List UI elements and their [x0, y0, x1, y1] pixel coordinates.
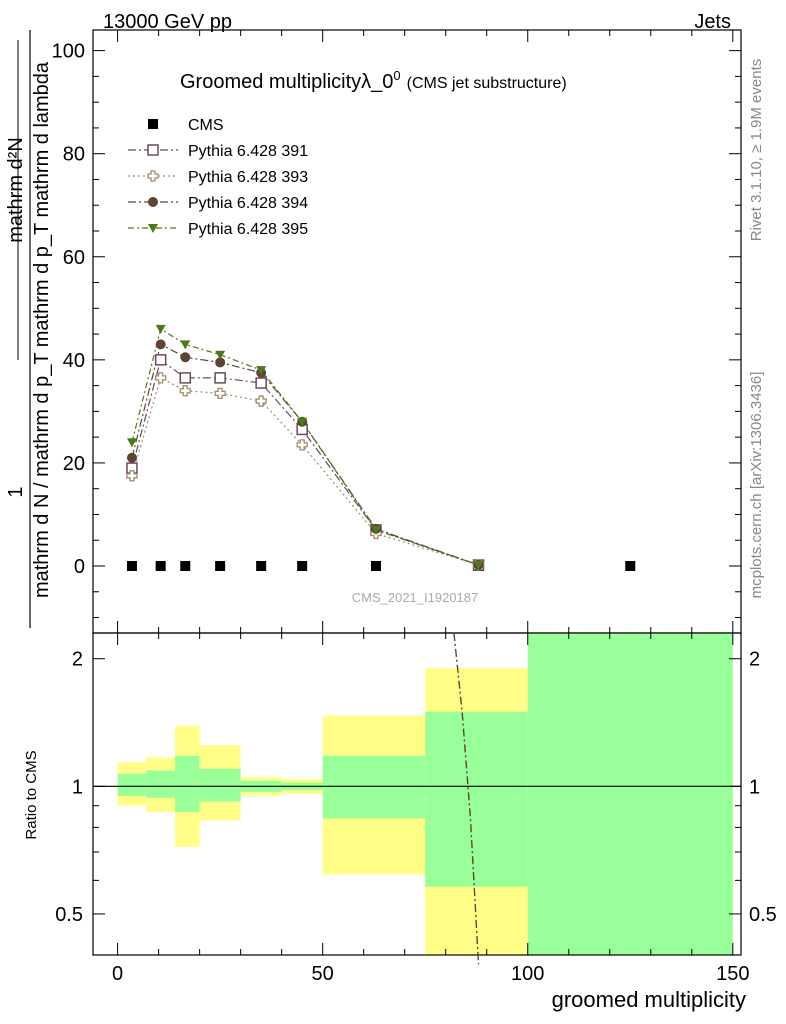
- series-3-point: [126, 452, 137, 463]
- ratio-curve: [453, 632, 480, 965]
- green-band: [425, 711, 528, 887]
- series-4-point: [155, 324, 166, 334]
- x-tick-label: 50: [312, 963, 334, 985]
- legend-label: Pythia 6.428 395: [188, 221, 308, 238]
- upper-y-ticks: 0 20 40 60 80 100: [52, 30, 741, 633]
- chart-subtitle: (CMS jet substructure): [407, 75, 567, 92]
- y-label-numerator: mathrm d²N: [5, 137, 27, 243]
- ratio-y-tick-label-right: 0.5: [749, 904, 777, 926]
- rivet-label: Rivet 3.1.10, ≥ 1.9M events: [748, 59, 765, 242]
- series-0-point: [215, 561, 226, 571]
- chart-title-sup: 0: [393, 68, 400, 83]
- series-2-point: [155, 372, 167, 384]
- y-label-one: 1: [5, 486, 27, 497]
- y-label-denominator: mathrm d N / mathrm d p_T mathrm d p_T m…: [31, 61, 53, 598]
- series-0-point: [180, 561, 191, 571]
- x-tick-label: 0: [112, 963, 123, 985]
- series-2-point: [179, 385, 191, 397]
- series-1-point: [255, 377, 267, 389]
- series-2-point: [214, 387, 226, 399]
- y-tick-label: 60: [63, 247, 85, 269]
- series-4-point: [215, 350, 226, 360]
- green-band: [322, 755, 426, 819]
- lower-ticks: 0.5 0.5 1 1 2 2 0 50 100 150: [55, 633, 777, 985]
- y-tick-label: 80: [63, 144, 85, 166]
- legend: CMS Pythia 6.428 391 Pythia 6.428 393 Pythi…: [128, 117, 308, 238]
- series-2-point: [126, 470, 138, 482]
- ratio-y-tick-label-right: 1: [749, 776, 760, 798]
- lower-frame-rect: [92, 632, 742, 956]
- series-4-point: [297, 417, 308, 427]
- legend-label: Pythia 6.428 391: [188, 143, 308, 160]
- upper-y-label: 1 mathrm d²N mathrm d N / mathrm d p_T m…: [5, 30, 53, 628]
- series-line-4: [131, 327, 479, 566]
- upper-series: [126, 324, 636, 571]
- series-1-point: [154, 354, 167, 366]
- ratio-y-label: Ratio to CMS: [23, 750, 40, 839]
- series-4-point: [473, 560, 484, 570]
- y-tick-label: 0: [74, 556, 85, 578]
- green-band: [146, 770, 176, 798]
- header-left: 13000 GeV pp: [103, 11, 232, 33]
- series-3-point: [155, 339, 166, 350]
- watermark: CMS_2021_I1920187: [352, 590, 479, 605]
- ratio-curve-line: [453, 632, 480, 965]
- lower-panel: [92, 632, 742, 956]
- x-tick-label: 100: [511, 963, 544, 985]
- legend-marker: [148, 224, 158, 233]
- series-0-point: [126, 561, 137, 571]
- header-right: Jets: [694, 11, 731, 33]
- mcplots-label: mcplots.cern.ch [arXiv:1306.3436]: [748, 372, 765, 599]
- series-4-point: [370, 525, 381, 535]
- green-band: [117, 773, 147, 796]
- legend-marker: [147, 170, 159, 182]
- series-2-point: [296, 439, 308, 451]
- series-1-point: [179, 372, 192, 384]
- series-line-2: [131, 377, 479, 566]
- ratio-y-tick-label: 0.5: [55, 904, 83, 926]
- y-tick-label: 20: [63, 453, 85, 475]
- ratio-bands: [93, 633, 741, 955]
- series-0-point: [297, 561, 308, 571]
- series-4-point: [256, 366, 267, 376]
- series-0-point: [155, 561, 166, 571]
- series-0-point: [256, 561, 267, 571]
- y-tick-label: 100: [52, 41, 85, 63]
- x-axis-label: groomed multiplicity: [552, 987, 746, 1012]
- ratio-y-tick-label: 1: [72, 776, 83, 798]
- legend-label: Pythia 6.428 393: [188, 169, 308, 186]
- ratio-y-tick-label-right: 2: [749, 649, 760, 671]
- series-3-point: [215, 357, 226, 368]
- x-tick-label: 150: [716, 963, 749, 985]
- series-3-point: [180, 352, 191, 363]
- series-4-point: [126, 438, 137, 448]
- legend-label: CMS: [188, 117, 224, 134]
- legend-label: Pythia 6.428 394: [188, 195, 308, 212]
- chart-title: Groomed multiplicityλ_00 (CMS jet substru…: [180, 68, 567, 93]
- green-band: [175, 755, 200, 812]
- ratio-y-tick-label: 2: [72, 649, 83, 671]
- series-1-point: [214, 372, 226, 384]
- green-band: [527, 633, 733, 955]
- legend-marker: [148, 119, 158, 129]
- series-2-point: [255, 395, 267, 407]
- series-0-point: [370, 561, 381, 571]
- legend-marker: [147, 144, 159, 156]
- green-band: [199, 768, 241, 802]
- legend-marker: [148, 197, 158, 207]
- series-4-point: [180, 340, 191, 350]
- y-tick-label: 40: [63, 350, 85, 372]
- series-0-point: [625, 561, 636, 571]
